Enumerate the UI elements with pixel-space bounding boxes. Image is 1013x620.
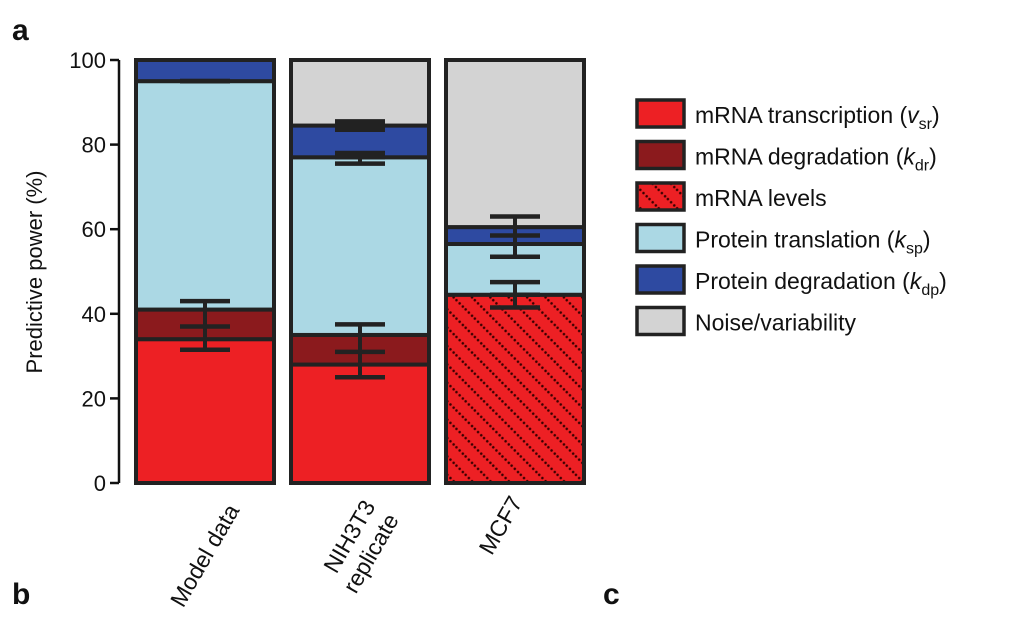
y-tick-label: 60 <box>82 217 106 242</box>
y-tick-label: 0 <box>94 471 106 496</box>
legend-swatch <box>635 222 686 254</box>
legend-label: mRNA transcription (vsr) <box>695 102 940 133</box>
error-bars <box>180 78 540 380</box>
legend-label: mRNA levels <box>695 185 827 211</box>
bar-segment-protein_translation <box>134 79 276 312</box>
y-tick-label: 40 <box>82 302 106 327</box>
legend-swatch <box>635 139 686 171</box>
legend-swatch <box>635 264 686 295</box>
legend: mRNA transcription (vsr) mRNA degradation… <box>635 98 947 337</box>
error-bar <box>180 298 230 353</box>
legend-swatch <box>635 181 686 212</box>
y-tick-label: 20 <box>82 386 106 411</box>
bar-outline <box>444 58 586 485</box>
error-bar <box>335 119 385 133</box>
bar-outline <box>289 58 431 485</box>
x-tick-label: NIH3T3replicate <box>314 496 403 598</box>
legend-label: Protein translation (ksp) <box>695 227 931 258</box>
x-tick-label: Model data <box>165 499 245 611</box>
y-axis: 0 20 40 60 80 100 <box>69 48 121 496</box>
panel-label-a: a <box>12 14 29 47</box>
bar-segment-mrna_transcription <box>289 362 431 485</box>
legend-item-noise: Noise/variability <box>635 305 857 337</box>
bar-outline <box>134 58 276 485</box>
bar-segment-noise <box>444 58 586 230</box>
bar-segment-noise <box>289 58 431 128</box>
legend-label: Protein degradation (kdp) <box>695 268 947 299</box>
bar-segment-protein_translation <box>289 155 431 337</box>
x-tick-label: MCF7 <box>474 492 528 559</box>
bar-segment-mrna_transcription <box>134 337 276 485</box>
bar-segment-mrna_levels <box>444 292 586 486</box>
panel-label-b: b <box>12 578 30 611</box>
legend-label: mRNA degradation (kdr) <box>695 144 937 175</box>
legend-item-mrna_transcription: mRNA transcription (vsr) <box>635 98 940 133</box>
error-bar <box>335 322 385 380</box>
y-tick-label: 80 <box>82 133 106 158</box>
error-bar <box>490 214 540 259</box>
legend-item-protein_degradation: Protein degradation (kdp) <box>635 264 947 299</box>
bar-segment-protein_degradation <box>134 58 276 84</box>
legend-swatch <box>635 98 686 129</box>
y-axis-title: Predictive power (%) <box>22 171 47 374</box>
x-axis-labels: Model data NIH3T3replicate MCF7 <box>165 492 527 612</box>
legend-item-mrna_levels: mRNA levels <box>635 181 827 212</box>
error-bar <box>490 279 540 310</box>
error-bar <box>335 150 385 166</box>
panel-label-c: c <box>603 578 620 611</box>
legend-item-mrna_degradation: mRNA degradation (kdr) <box>635 139 937 175</box>
legend-swatch <box>635 305 686 337</box>
legend-label: Noise/variability <box>695 310 857 336</box>
legend-item-protein_translation: Protein translation (ksp) <box>635 222 931 258</box>
y-tick-label: 100 <box>69 48 106 73</box>
